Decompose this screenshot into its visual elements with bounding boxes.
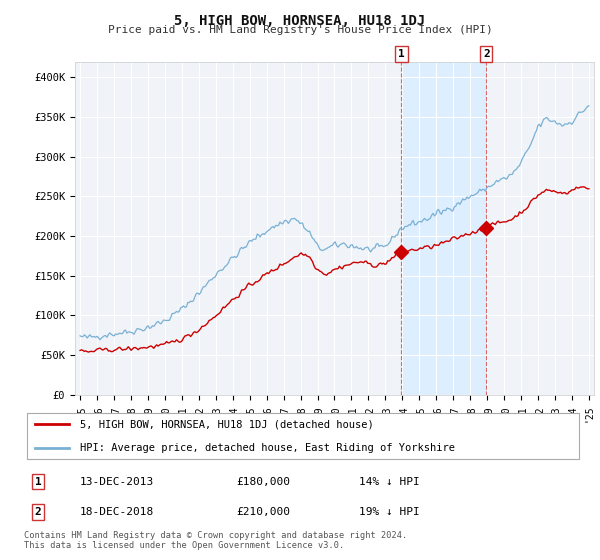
Text: 19% ↓ HPI: 19% ↓ HPI (359, 507, 419, 517)
Text: 18-DEC-2018: 18-DEC-2018 (80, 507, 154, 517)
Text: 2: 2 (35, 507, 41, 517)
Text: 5, HIGH BOW, HORNSEA, HU18 1DJ (detached house): 5, HIGH BOW, HORNSEA, HU18 1DJ (detached… (80, 419, 374, 430)
Text: Contains HM Land Registry data © Crown copyright and database right 2024.
This d: Contains HM Land Registry data © Crown c… (24, 531, 407, 550)
FancyBboxPatch shape (27, 413, 579, 459)
Text: 1: 1 (35, 477, 41, 487)
Text: 14% ↓ HPI: 14% ↓ HPI (359, 477, 419, 487)
Text: £210,000: £210,000 (236, 507, 290, 517)
Text: £180,000: £180,000 (236, 477, 290, 487)
Text: 5, HIGH BOW, HORNSEA, HU18 1DJ: 5, HIGH BOW, HORNSEA, HU18 1DJ (175, 14, 425, 28)
Text: 1: 1 (398, 49, 405, 59)
Text: 2: 2 (483, 49, 490, 59)
Bar (401, 62, 486, 395)
Text: 13-DEC-2013: 13-DEC-2013 (80, 477, 154, 487)
Text: HPI: Average price, detached house, East Riding of Yorkshire: HPI: Average price, detached house, East… (80, 443, 455, 453)
Text: Price paid vs. HM Land Registry's House Price Index (HPI): Price paid vs. HM Land Registry's House … (107, 25, 493, 35)
